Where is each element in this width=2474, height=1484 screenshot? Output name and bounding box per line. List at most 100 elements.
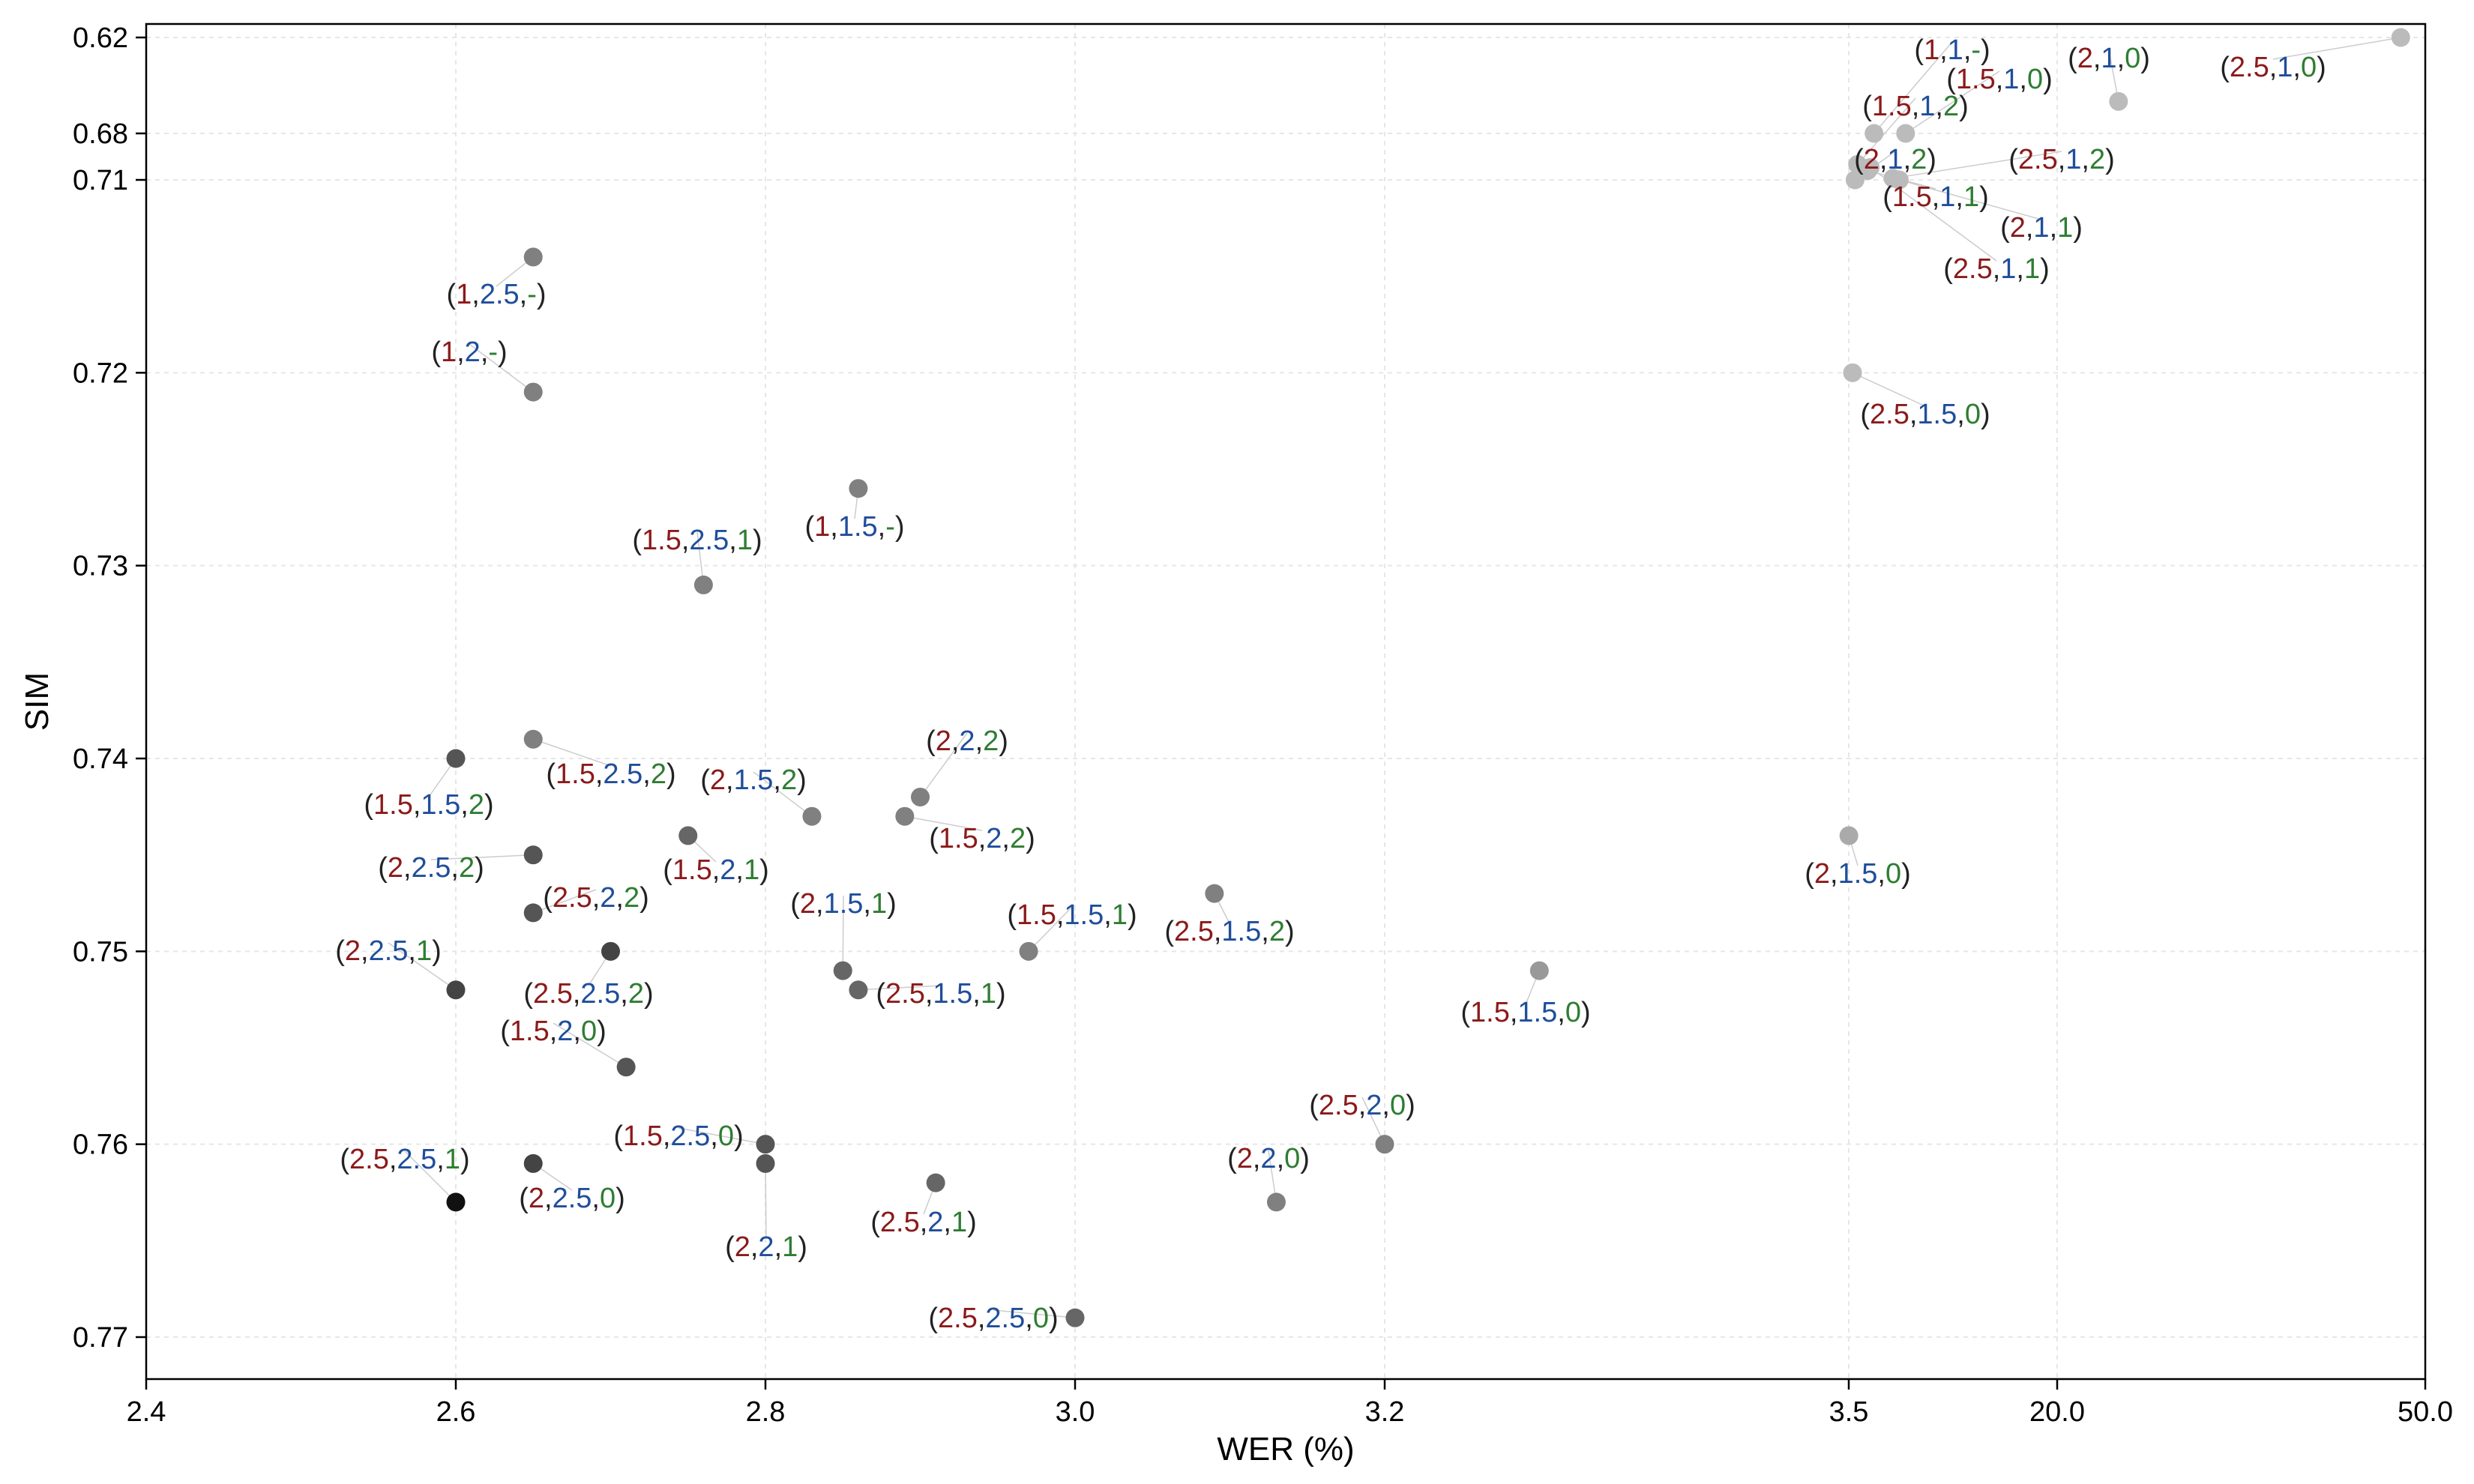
data-point <box>1889 170 1909 190</box>
data-point <box>1896 124 1915 143</box>
point-label: (2,2.5,2) <box>378 852 484 884</box>
data-point <box>693 575 713 594</box>
point-label: (1.5,1.5,2) <box>364 789 493 821</box>
leader-line <box>553 1022 627 1068</box>
data-point <box>911 787 930 806</box>
x-tick-label: 2.4 <box>127 1396 166 1428</box>
data-point <box>446 980 466 1000</box>
point-label: (2.5,1,0) <box>2220 52 2326 83</box>
point-label: (2,1,0) <box>2068 43 2150 74</box>
data-points <box>446 28 2410 1327</box>
data-point <box>523 382 543 402</box>
point-label: (2,2,1) <box>725 1231 807 1263</box>
point-label: (2.5,2,2) <box>543 882 649 914</box>
point-label: (2,1,1) <box>2000 212 2083 244</box>
y-tick-label: 0.75 <box>73 936 128 968</box>
point-label: (1,2,-) <box>431 337 507 368</box>
point-label: (2,1.5,0) <box>1805 858 1911 890</box>
leader-line <box>430 854 534 860</box>
leader-line <box>2272 37 2401 60</box>
data-point <box>849 980 868 1000</box>
data-point <box>926 1173 945 1192</box>
data-point <box>1266 1192 1286 1212</box>
data-point <box>523 845 543 865</box>
data-point <box>523 729 543 749</box>
y-tick-label: 0.62 <box>73 22 128 54</box>
data-point <box>446 749 466 768</box>
data-point <box>833 961 852 980</box>
leader-line <box>1873 41 1953 134</box>
point-label: (1.5,1,0) <box>1946 64 2053 95</box>
leader-line <box>388 942 457 991</box>
y-tick-label: 0.76 <box>73 1129 128 1161</box>
point-label: (1.5,2.5,2) <box>546 758 675 790</box>
data-point <box>756 1153 775 1173</box>
data-point <box>523 247 543 267</box>
data-point <box>895 806 915 826</box>
point-label: (2,1.5,1) <box>790 888 897 920</box>
data-point <box>802 806 822 826</box>
leader-line <box>1892 151 2062 179</box>
y-axis-ticks: 0.62 0.68 0.71 0.72 0.73 0.74 0.75 0.76 0.77 <box>73 22 146 1354</box>
y-tick-label: 0.73 <box>73 551 128 582</box>
point-label: (2.5,1.5,0) <box>1860 399 1990 430</box>
x-axis-ticks: 2.4 2.6 2.8 3.0 3.2 3.5 20.0 50.0 <box>127 1379 2453 1428</box>
x-tick-label: 2.6 <box>436 1396 476 1428</box>
data-point <box>1375 1135 1394 1154</box>
data-point <box>2391 28 2410 47</box>
x-tick-label: 3.2 <box>1365 1396 1405 1428</box>
point-label: (1.5,2.5,0) <box>613 1120 743 1152</box>
leader-line <box>404 1150 457 1203</box>
x-tick-label: 50.0 <box>2398 1396 2453 1428</box>
leader-line <box>904 815 983 831</box>
leader-line <box>765 1163 767 1240</box>
data-point <box>616 1058 636 1077</box>
data-point <box>756 1135 775 1154</box>
data-point <box>1019 941 1038 961</box>
data-point <box>1861 157 1880 177</box>
x-tick-label: 20.0 <box>2029 1396 2085 1428</box>
point-label: (1,1.5,-) <box>804 511 904 543</box>
leader-line <box>753 771 813 817</box>
data-point <box>678 826 698 845</box>
leader-line <box>858 985 942 991</box>
gridlines <box>146 24 2425 1379</box>
point-label: (2,2.5,1) <box>335 935 442 967</box>
point-label: (1.5,1.5,0) <box>1460 997 1590 1028</box>
point-label: (2,1,2) <box>1854 144 1936 175</box>
point-label: (2.5,2,0) <box>1309 1090 1415 1121</box>
leader-line <box>1852 372 1926 407</box>
point-label: (2.5,1,2) <box>2008 144 2115 175</box>
leader-line <box>533 738 612 767</box>
data-point <box>523 1153 543 1173</box>
data-point <box>523 903 543 923</box>
point-labels: (1,2.5,-) (1,2,-) (1,1.5,-) (1.5,2.5,1) (1.5… <box>335 34 2326 1334</box>
point-label: (2,2,2) <box>926 726 1008 757</box>
leader-line <box>532 889 597 914</box>
leader-line <box>1857 97 1916 165</box>
leader-line <box>993 1309 1076 1319</box>
x-tick-label: 3.0 <box>1056 1396 1095 1428</box>
leader-line <box>1899 179 2042 220</box>
y-tick-label: 0.77 <box>73 1322 128 1354</box>
point-label: (2.5,2.5,2) <box>523 978 653 1010</box>
data-point <box>2109 91 2128 111</box>
data-point <box>1529 961 1549 980</box>
y-tick-label: 0.71 <box>73 165 128 196</box>
data-point <box>1864 124 1884 143</box>
point-label: (1.5,1,1) <box>1882 181 1989 213</box>
leader-line <box>678 1127 766 1145</box>
y-tick-label: 0.74 <box>73 743 128 775</box>
point-label: (2.5,2.5,1) <box>340 1144 469 1175</box>
point-label: (1,2.5,-) <box>446 279 546 310</box>
point-label: (1.5,2,0) <box>500 1016 607 1047</box>
data-point <box>849 479 868 498</box>
point-label: (2,1.5,2) <box>700 764 807 796</box>
leader-line <box>1905 70 2000 134</box>
data-point <box>601 941 620 961</box>
point-label: (1.5,1.5,1) <box>1007 899 1137 931</box>
point-label: (1,1,-) <box>1914 34 1990 66</box>
plot-frame <box>145 22 2427 1381</box>
y-tick-label: 0.72 <box>73 358 128 389</box>
